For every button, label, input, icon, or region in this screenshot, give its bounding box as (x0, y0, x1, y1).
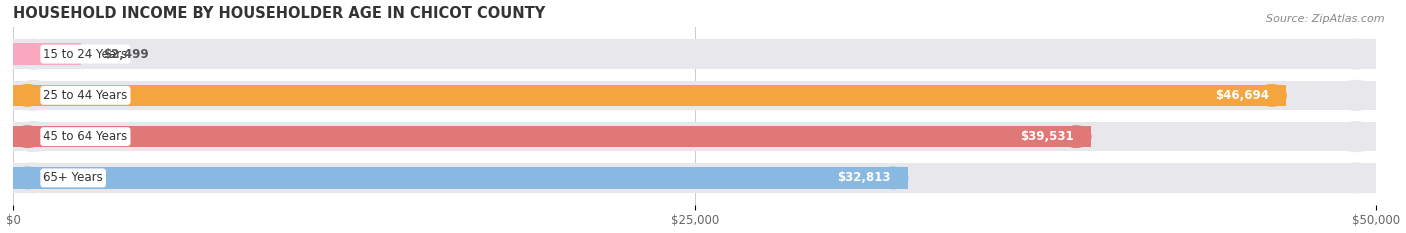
Text: $46,694: $46,694 (1215, 89, 1268, 102)
Bar (13, 167, 908, 189)
Text: HOUSEHOLD INCOME BY HOUSEHOLDER AGE IN CHICOT COUNTY: HOUSEHOLD INCOME BY HOUSEHOLDER AGE IN C… (13, 6, 546, 21)
Text: 25 to 44 Years: 25 to 44 Years (44, 89, 128, 102)
Ellipse shape (879, 167, 908, 189)
Ellipse shape (13, 126, 42, 147)
Bar (13, 81, 1376, 110)
Ellipse shape (1257, 85, 1286, 106)
Ellipse shape (13, 85, 42, 106)
Ellipse shape (1336, 81, 1376, 110)
Bar (13, 163, 1376, 193)
Ellipse shape (1336, 163, 1376, 193)
Bar (13, 126, 1091, 147)
Text: 15 to 24 Years: 15 to 24 Years (44, 48, 128, 61)
Ellipse shape (1336, 39, 1376, 69)
Ellipse shape (13, 163, 53, 193)
Ellipse shape (1062, 126, 1091, 147)
Ellipse shape (13, 167, 42, 189)
Text: $39,531: $39,531 (1019, 130, 1073, 143)
Ellipse shape (13, 81, 53, 110)
Ellipse shape (13, 122, 53, 151)
Text: 45 to 64 Years: 45 to 64 Years (44, 130, 128, 143)
Ellipse shape (1336, 122, 1376, 151)
Bar (13, 43, 82, 65)
Text: $32,813: $32,813 (837, 171, 890, 184)
Bar (13, 39, 1376, 69)
Text: 65+ Years: 65+ Years (44, 171, 103, 184)
Bar (13, 122, 1376, 151)
Ellipse shape (13, 39, 53, 69)
Text: $2,499: $2,499 (103, 48, 149, 61)
Bar (13, 85, 1286, 106)
Text: Source: ZipAtlas.com: Source: ZipAtlas.com (1267, 14, 1385, 24)
